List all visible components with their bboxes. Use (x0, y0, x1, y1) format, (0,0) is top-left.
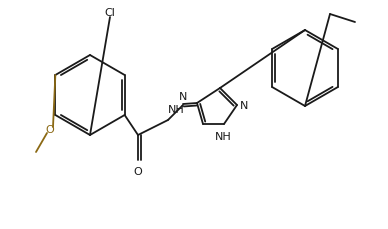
Text: N: N (179, 92, 187, 102)
Text: NH: NH (215, 132, 231, 142)
Text: Cl: Cl (104, 8, 116, 18)
Text: O: O (133, 167, 142, 177)
Text: NH: NH (168, 105, 185, 115)
Text: N: N (240, 101, 248, 111)
Text: O: O (46, 125, 54, 135)
